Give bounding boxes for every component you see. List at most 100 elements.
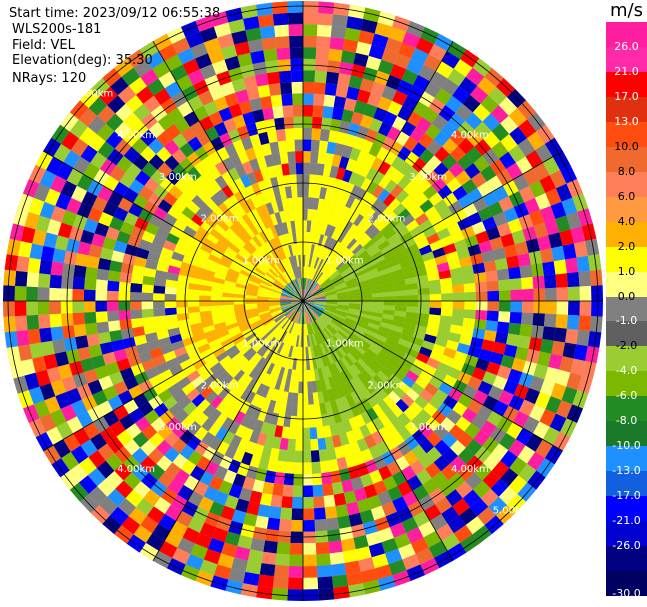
gate-cell — [371, 292, 384, 298]
gate-cell — [55, 193, 72, 211]
gate-cell — [314, 70, 328, 83]
gate-cell — [264, 470, 276, 484]
gate-cell — [299, 231, 303, 244]
gate-cell — [448, 424, 465, 440]
gate-cell — [336, 204, 346, 217]
gate-cell — [248, 280, 260, 287]
gate-cell — [314, 245, 321, 258]
gate-cell — [303, 58, 316, 71]
gate-cell — [303, 139, 312, 152]
gate-cell — [235, 338, 247, 349]
gate-cell — [277, 59, 291, 72]
gate-cell — [456, 247, 471, 260]
gate-cell — [562, 342, 577, 359]
gate-cell — [228, 394, 241, 408]
gate-cell — [315, 271, 324, 283]
gate-cell — [303, 519, 316, 532]
gate-cell — [339, 526, 354, 541]
gate-cell — [311, 308, 321, 317]
gate-cell — [298, 370, 303, 382]
gate-cell — [280, 302, 292, 306]
gate-cell — [284, 403, 293, 416]
gate-cell — [233, 257, 245, 267]
gate-cell — [61, 131, 79, 151]
gate-cell — [3, 316, 17, 333]
gate-cell — [292, 485, 303, 498]
gate-cell — [309, 174, 317, 187]
gate-cell — [166, 272, 179, 282]
range-ring-label: 4.00km — [117, 130, 155, 141]
gate-cell — [265, 202, 275, 215]
gate-cell — [289, 47, 303, 60]
gate-cell — [263, 275, 274, 284]
gate-cell — [256, 395, 266, 409]
gate-cell — [206, 233, 219, 245]
gate-cell — [293, 473, 303, 486]
gate-cell — [364, 329, 377, 338]
gate-cell — [396, 506, 414, 523]
gate-cell — [317, 318, 327, 328]
gate-cell — [293, 208, 299, 221]
gate-cell — [229, 264, 242, 273]
gate-cell — [358, 283, 371, 290]
colorbar-cell — [606, 421, 647, 447]
gate-cell — [53, 439, 71, 459]
gate-cell — [290, 531, 303, 544]
gate-cell — [492, 400, 509, 417]
gate-cell — [188, 180, 203, 195]
gate-cell — [572, 390, 589, 409]
gate-cell — [153, 277, 167, 287]
gate-cell — [288, 357, 294, 370]
gate-cell — [268, 82, 282, 96]
gate-cell — [358, 30, 375, 45]
gate-cell — [428, 314, 441, 323]
gate-cell — [426, 357, 441, 370]
gate-cell — [115, 103, 134, 122]
gate-cell — [348, 75, 363, 90]
gate-cell — [184, 249, 198, 260]
gate-cell — [162, 395, 178, 410]
gate-cell — [250, 274, 262, 283]
gate-cell — [272, 483, 284, 497]
gate-cell — [405, 388, 420, 402]
gate-cell — [256, 302, 269, 306]
gate-cell — [452, 185, 468, 201]
gate-cell — [273, 263, 283, 275]
gate-cell — [83, 289, 96, 301]
gate-cell — [385, 74, 402, 91]
gate-cell — [333, 585, 350, 600]
gate-cell — [258, 457, 270, 471]
gate-cell — [532, 275, 545, 289]
gate-cell — [388, 559, 407, 576]
gate-cell — [213, 366, 226, 379]
gate-cell — [282, 331, 289, 344]
gate-cell — [205, 198, 219, 212]
gate-cell — [253, 169, 264, 183]
gate-cell — [446, 222, 462, 236]
gate-cell — [300, 254, 303, 267]
gate-cell — [288, 333, 295, 346]
gate-cell — [180, 564, 200, 582]
gate-cell — [231, 260, 244, 270]
gate-cell — [66, 168, 84, 186]
gate-cell — [334, 347, 344, 360]
gate-cell — [123, 376, 139, 391]
gate-cell — [271, 339, 280, 351]
gate-cell — [199, 284, 212, 292]
gate-cell — [257, 180, 268, 194]
gate-cell — [374, 22, 393, 38]
gate-cell — [143, 489, 161, 507]
gate-cell — [284, 186, 293, 199]
gate-cell — [464, 163, 481, 179]
gate-cell — [527, 451, 545, 471]
gate-cell — [192, 506, 210, 523]
gate-cell — [433, 33, 453, 52]
gate-cell — [326, 176, 336, 190]
gate-cell — [434, 254, 448, 266]
gate-cell — [390, 403, 404, 418]
gate-cell — [572, 193, 589, 212]
gate-cell — [480, 420, 497, 437]
gate-cell — [281, 426, 290, 439]
gate-cell — [195, 338, 209, 348]
gate-cell — [313, 368, 320, 381]
